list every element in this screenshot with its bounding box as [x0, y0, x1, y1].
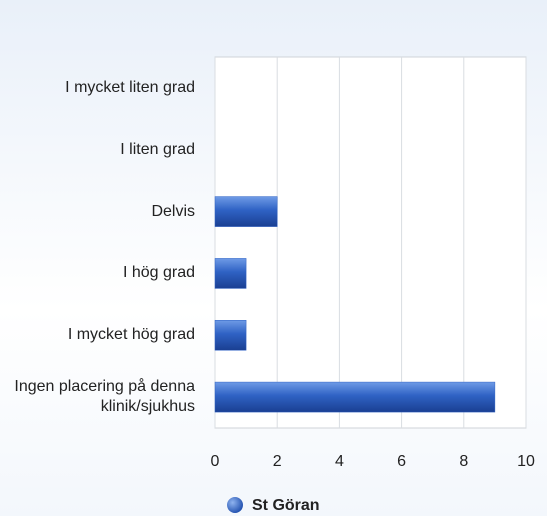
bar — [214, 381, 496, 413]
y-tick-label: I liten grad — [120, 140, 195, 158]
x-tick-label: 8 — [459, 453, 468, 470]
y-tick-label: I mycket hög grad — [67, 326, 195, 344]
bar — [214, 258, 247, 289]
x-tick-label: 10 — [517, 453, 535, 470]
x-tick-label: 2 — [273, 453, 282, 470]
y-tick-label: Ingen placering på denna klinik/sjukhus — [14, 378, 195, 416]
bar — [214, 320, 247, 351]
bar — [214, 196, 278, 227]
y-tick-label: Delvis — [151, 202, 195, 220]
x-tick-label: 0 — [211, 453, 220, 470]
x-tick-label: 4 — [335, 453, 344, 470]
y-tick-label: I hög grad — [122, 264, 195, 282]
legend-marker — [227, 497, 243, 513]
y-tick-label: I mycket liten grad — [65, 78, 195, 96]
legend-label: St Göran — [252, 497, 320, 514]
plot-area — [214, 56, 527, 429]
x-tick-label: 6 — [397, 453, 406, 470]
